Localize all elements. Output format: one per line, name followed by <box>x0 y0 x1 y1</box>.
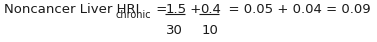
Text: = 0.05 + 0.04 = 0.09: = 0.05 + 0.04 = 0.09 <box>220 3 371 16</box>
Text: 0.4: 0.4 <box>200 3 221 16</box>
Text: 30: 30 <box>166 24 183 37</box>
Text: Noncancer Liver HRI: Noncancer Liver HRI <box>4 3 139 16</box>
Text: 1.5: 1.5 <box>166 3 187 16</box>
Text: 10: 10 <box>202 24 219 37</box>
Text: +: + <box>186 3 205 16</box>
Text: =: = <box>152 3 172 16</box>
Text: chronic: chronic <box>116 10 152 20</box>
